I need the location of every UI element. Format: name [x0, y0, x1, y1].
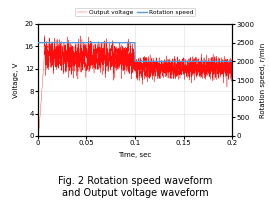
Output voltage [168, 67, 172, 70]
Rotation speed [75, 41, 78, 44]
Output voltage [119, 53, 122, 56]
Y-axis label: Rotation speed, r/min: Rotation speed, r/min [260, 42, 266, 118]
Rotation speed [63, 41, 67, 44]
Output voltage [43, 35, 46, 37]
Output voltage [36, 135, 39, 137]
Rotation speed [133, 60, 137, 63]
Line: Rotation speed: Rotation speed [38, 43, 232, 61]
Rotation speed [168, 60, 172, 63]
Rotation speed [121, 41, 124, 44]
Rotation speed [36, 41, 39, 44]
Rotation speed [134, 60, 137, 63]
Text: Fig. 2 Rotation speed waveform
and Output voltage waveform: Fig. 2 Rotation speed waveform and Outpu… [58, 176, 212, 198]
Output voltage [75, 60, 78, 62]
Output voltage [37, 140, 40, 143]
Output voltage [134, 63, 137, 66]
X-axis label: Time, sec: Time, sec [118, 152, 152, 158]
Output voltage [121, 57, 124, 59]
Output voltage [231, 66, 234, 68]
Line: Output voltage: Output voltage [38, 36, 232, 142]
Output voltage [64, 56, 67, 59]
Y-axis label: Voltage, V: Voltage, V [13, 62, 19, 98]
Legend: Output voltage, Rotation speed: Output voltage, Rotation speed [75, 8, 195, 16]
Rotation speed [231, 60, 234, 63]
Rotation speed [119, 41, 122, 44]
